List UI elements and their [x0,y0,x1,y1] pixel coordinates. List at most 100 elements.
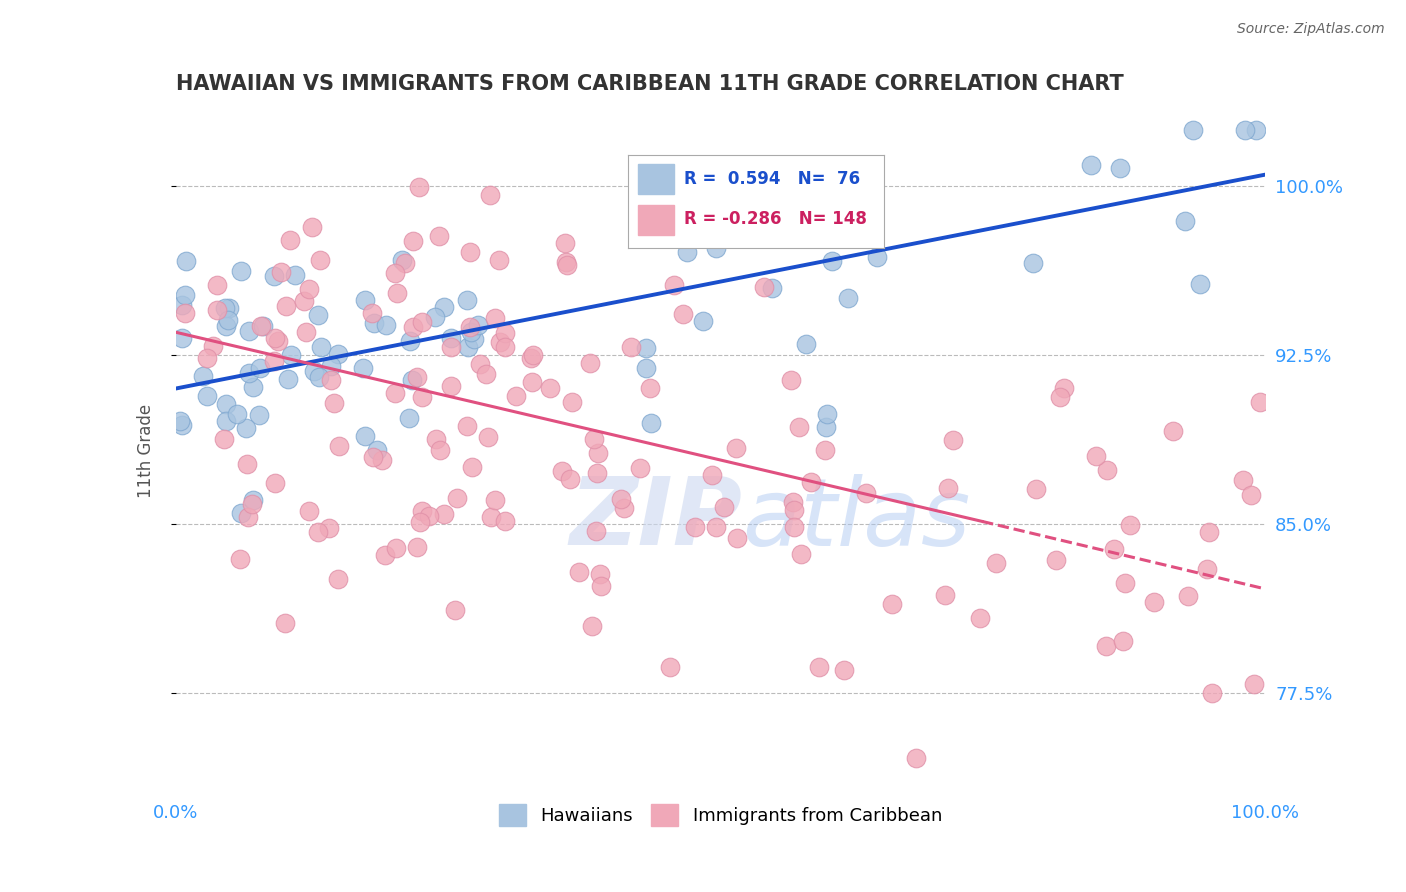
Point [1233,122,1256,136]
Text: R =  0.594   N=  76: R = 0.594 N= 76 [685,169,860,187]
Point [488,252,510,267]
Point [301,220,323,235]
Point [520,375,543,389]
Point [264,476,287,491]
Point [934,589,956,603]
Point [814,420,837,434]
Point [1249,395,1271,409]
Point [398,410,420,425]
Point [837,291,859,305]
Point [319,359,342,373]
Point [1095,639,1118,653]
Point [969,611,991,625]
Point [456,293,478,307]
Point [425,310,447,324]
Point [494,515,516,529]
Point [672,307,695,321]
Point [458,244,481,259]
Point [353,429,375,443]
Point [235,421,257,435]
Point [374,548,396,562]
Point [328,572,350,586]
Point [236,509,259,524]
Point [360,306,382,320]
Text: R = -0.286   N= 148: R = -0.286 N= 148 [685,210,868,227]
Point [439,340,461,354]
Point [628,461,651,475]
Point [191,369,214,384]
Point [195,389,218,403]
Point [704,520,727,534]
Point [277,371,299,385]
Point [683,520,706,534]
Point [418,509,440,524]
Point [1114,575,1136,590]
Point [170,331,193,345]
Point [638,381,661,395]
Point [761,280,783,294]
Point [1053,381,1076,395]
Point [494,340,516,354]
Point [457,341,479,355]
Point [366,443,388,458]
Point [352,360,374,375]
Legend: Hawaiians, Immigrants from Caribbean: Hawaiians, Immigrants from Caribbean [492,797,949,833]
Point [505,389,527,403]
Text: ZIP: ZIP [569,473,742,566]
Point [375,318,398,332]
Point [484,492,506,507]
Point [411,504,433,518]
Point [309,340,332,354]
Point [1102,542,1125,557]
Point [468,357,491,371]
Point [855,486,877,500]
Point [238,366,260,380]
Point [1201,685,1223,699]
Point [433,508,456,522]
Point [713,500,735,515]
Point [214,301,236,316]
Point [401,235,423,249]
Text: atlas: atlas [742,474,970,565]
Point [195,351,218,365]
Point [1045,553,1067,567]
Point [1240,488,1263,502]
Point [263,269,285,284]
Point [274,616,297,631]
Point [444,603,467,617]
Point [942,433,965,447]
Point [489,334,512,349]
Point [207,277,229,292]
Point [702,467,724,482]
Point [201,339,224,353]
Point [174,306,197,320]
Point [1112,634,1135,648]
Point [215,414,238,428]
Point [401,319,423,334]
Point [467,318,489,332]
Point [790,547,813,561]
Point [328,439,350,453]
Point [568,565,591,579]
Point [1084,449,1107,463]
Point [411,315,433,329]
Point [1025,482,1047,496]
Point [609,492,631,507]
Bar [638,164,673,194]
Point [318,521,340,535]
Point [391,252,413,267]
Point [240,497,263,511]
Point [408,180,430,194]
Point [555,254,578,268]
Point [307,524,329,539]
Point [433,301,456,315]
Point [620,340,643,354]
Point [308,370,330,384]
Point [247,408,270,422]
Point [385,285,408,300]
Point [585,524,607,538]
Point [298,504,321,518]
Point [664,278,686,293]
Text: HAWAIIAN VS IMMIGRANTS FROM CARIBBEAN 11TH GRADE CORRELATION CHART: HAWAIIAN VS IMMIGRANTS FROM CARIBBEAN 11… [176,74,1123,95]
Point [519,351,541,365]
